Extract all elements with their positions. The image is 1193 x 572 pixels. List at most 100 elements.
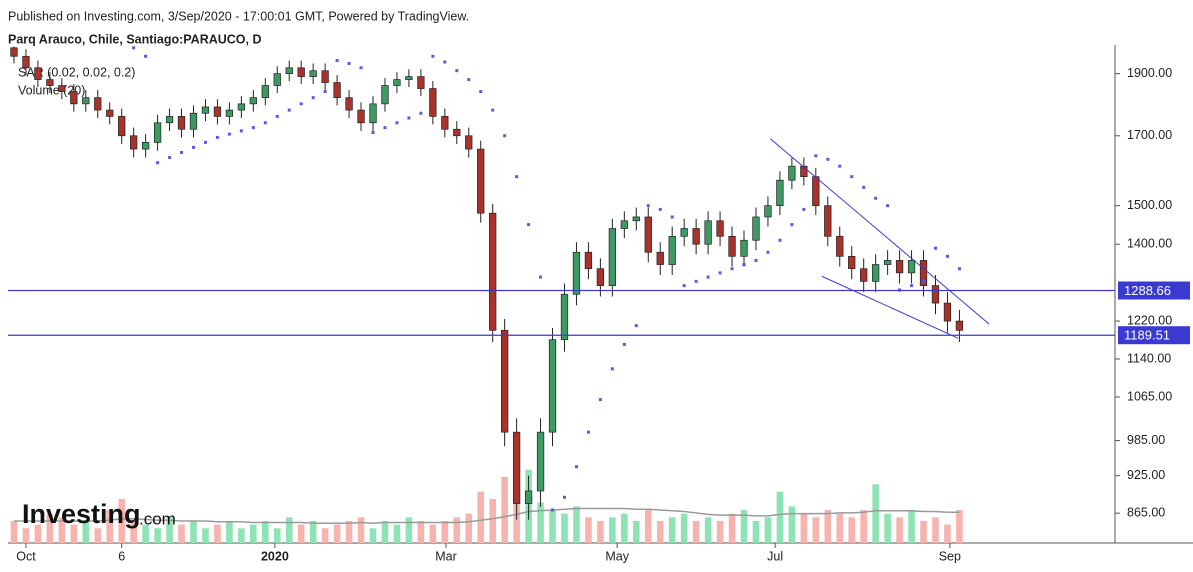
- sar-dot: [359, 66, 363, 70]
- candle-body: [919, 260, 928, 286]
- sar-dot: [395, 121, 399, 125]
- sar-dot: [933, 246, 937, 250]
- sar-dot: [383, 126, 387, 130]
- volume-bar: [22, 528, 30, 543]
- candle-body: [477, 148, 485, 214]
- candle-body: [153, 122, 162, 143]
- y-tick-label: 925.00: [1127, 468, 1165, 482]
- sar-dot: [802, 207, 806, 211]
- candle-body: [237, 103, 246, 111]
- volume-bar: [10, 521, 18, 543]
- volume-bar: [477, 491, 485, 543]
- candle-body: [812, 176, 820, 207]
- candle-body: [824, 205, 832, 237]
- candle-body: [931, 285, 940, 304]
- sar-dot: [670, 215, 674, 219]
- volume-bar: [118, 499, 125, 543]
- candle-body: [177, 116, 186, 130]
- sar-dot: [419, 111, 423, 115]
- sar-dot: [826, 157, 830, 161]
- sar-dot: [180, 150, 184, 154]
- volume-bar: [273, 528, 281, 543]
- sar-dot: [814, 154, 818, 158]
- volume-bar: [609, 517, 616, 543]
- candle-body: [848, 255, 856, 270]
- volume-bar: [46, 513, 54, 543]
- sar-dot: [539, 275, 543, 279]
- volume-bar: [656, 521, 664, 543]
- candle-body: [441, 116, 449, 130]
- volume-bar: [944, 524, 951, 543]
- sar-dot: [682, 284, 686, 288]
- sar-dot: [586, 430, 590, 434]
- volume-bar: [202, 528, 209, 543]
- sar-dot: [263, 121, 267, 125]
- sar-dot: [646, 204, 650, 208]
- price-label: 1288.66: [1124, 283, 1171, 298]
- sar-dot: [718, 271, 722, 275]
- volume-bar: [214, 524, 221, 543]
- sar-dot: [287, 108, 291, 112]
- sar-dot: [562, 495, 566, 499]
- volume-bar: [405, 517, 413, 543]
- candle-body: [345, 97, 353, 111]
- volume-bar: [633, 521, 640, 543]
- candle-body: [776, 179, 784, 207]
- volume-bar: [716, 521, 724, 543]
- x-tick-label: 2020: [261, 549, 289, 563]
- sar-dot: [694, 279, 698, 283]
- volume-bar: [788, 506, 796, 543]
- candle-body: [405, 76, 413, 80]
- candle-body: [333, 82, 341, 99]
- candle-body: [249, 97, 257, 105]
- candle-body: [118, 116, 126, 137]
- sar-dot: [168, 156, 172, 160]
- y-tick-label: 1400.00: [1127, 237, 1172, 251]
- volume-bar: [238, 528, 245, 543]
- candle-body: [34, 67, 42, 80]
- price-label-box: [1118, 281, 1190, 300]
- volume-bar: [285, 517, 293, 543]
- y-tick-label: 1065.00: [1127, 389, 1172, 403]
- volume-bar: [154, 528, 161, 543]
- sar-dot: [706, 275, 710, 279]
- volume-bar: [34, 524, 42, 543]
- candle-body: [907, 260, 916, 274]
- candle-body: [10, 47, 18, 57]
- volume-bar: [58, 517, 66, 543]
- volume-bar: [644, 510, 652, 543]
- candle-body: [548, 339, 557, 433]
- x-tick-label: Oct: [16, 549, 36, 563]
- candle-body: [285, 67, 293, 74]
- chart-title: Parq Arauco, Chile, Santiago:PARAUCO, D: [8, 32, 262, 46]
- sar-dot: [551, 508, 555, 512]
- y-tick-label: 985.00: [1127, 433, 1165, 447]
- volume-bar: [621, 513, 628, 543]
- volume-ma-line: [13, 507, 960, 524]
- sar-dot: [335, 59, 339, 63]
- y-tick-label: 1500.00: [1127, 198, 1172, 212]
- volume-bar: [860, 510, 867, 543]
- volume-bar: [441, 521, 449, 543]
- candle-body: [883, 260, 892, 265]
- volume-bar: [130, 521, 137, 543]
- volume-bar: [501, 477, 508, 543]
- candle-body: [357, 109, 365, 124]
- sar-dot: [227, 132, 231, 136]
- sar-dot: [754, 258, 758, 262]
- volume-bar: [884, 513, 891, 543]
- candle-body: [417, 76, 425, 89]
- candle-body: [309, 70, 317, 77]
- sar-dot: [598, 398, 602, 402]
- sar-dot: [922, 279, 926, 283]
- candle-body: [501, 329, 509, 433]
- candle-body: [632, 216, 640, 222]
- volume-bar: [800, 513, 808, 543]
- candle-body: [704, 220, 712, 245]
- candle-body: [955, 320, 964, 331]
- price-label: 1189.51: [1124, 328, 1170, 343]
- volume-bar: [776, 491, 784, 543]
- x-tick-label: Sep: [939, 549, 961, 563]
- volume-bar: [166, 517, 173, 543]
- candle-body: [58, 85, 66, 92]
